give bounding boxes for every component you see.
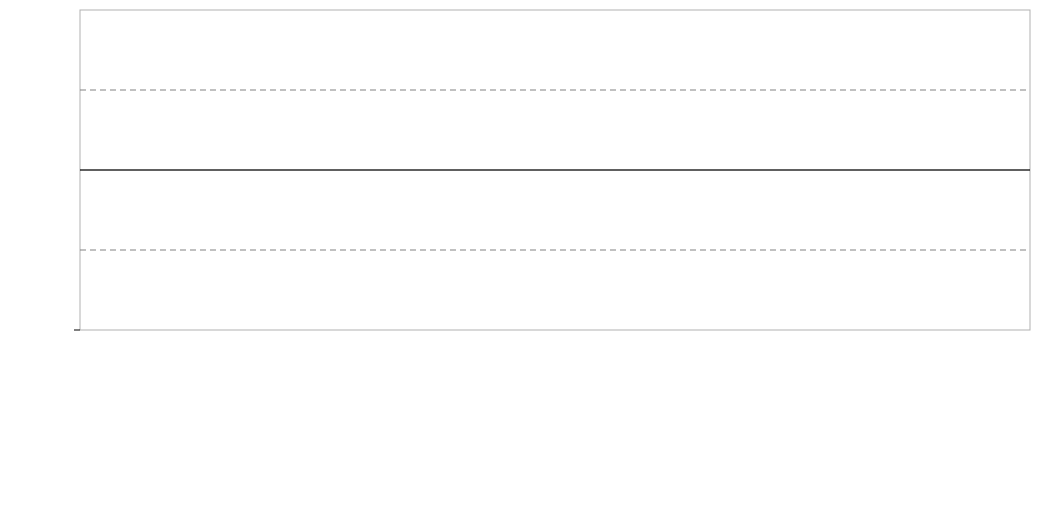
scatter-chart [0,0,1056,518]
chart-container: { "chart": { "type": "scatter", "width":… [0,0,1056,518]
